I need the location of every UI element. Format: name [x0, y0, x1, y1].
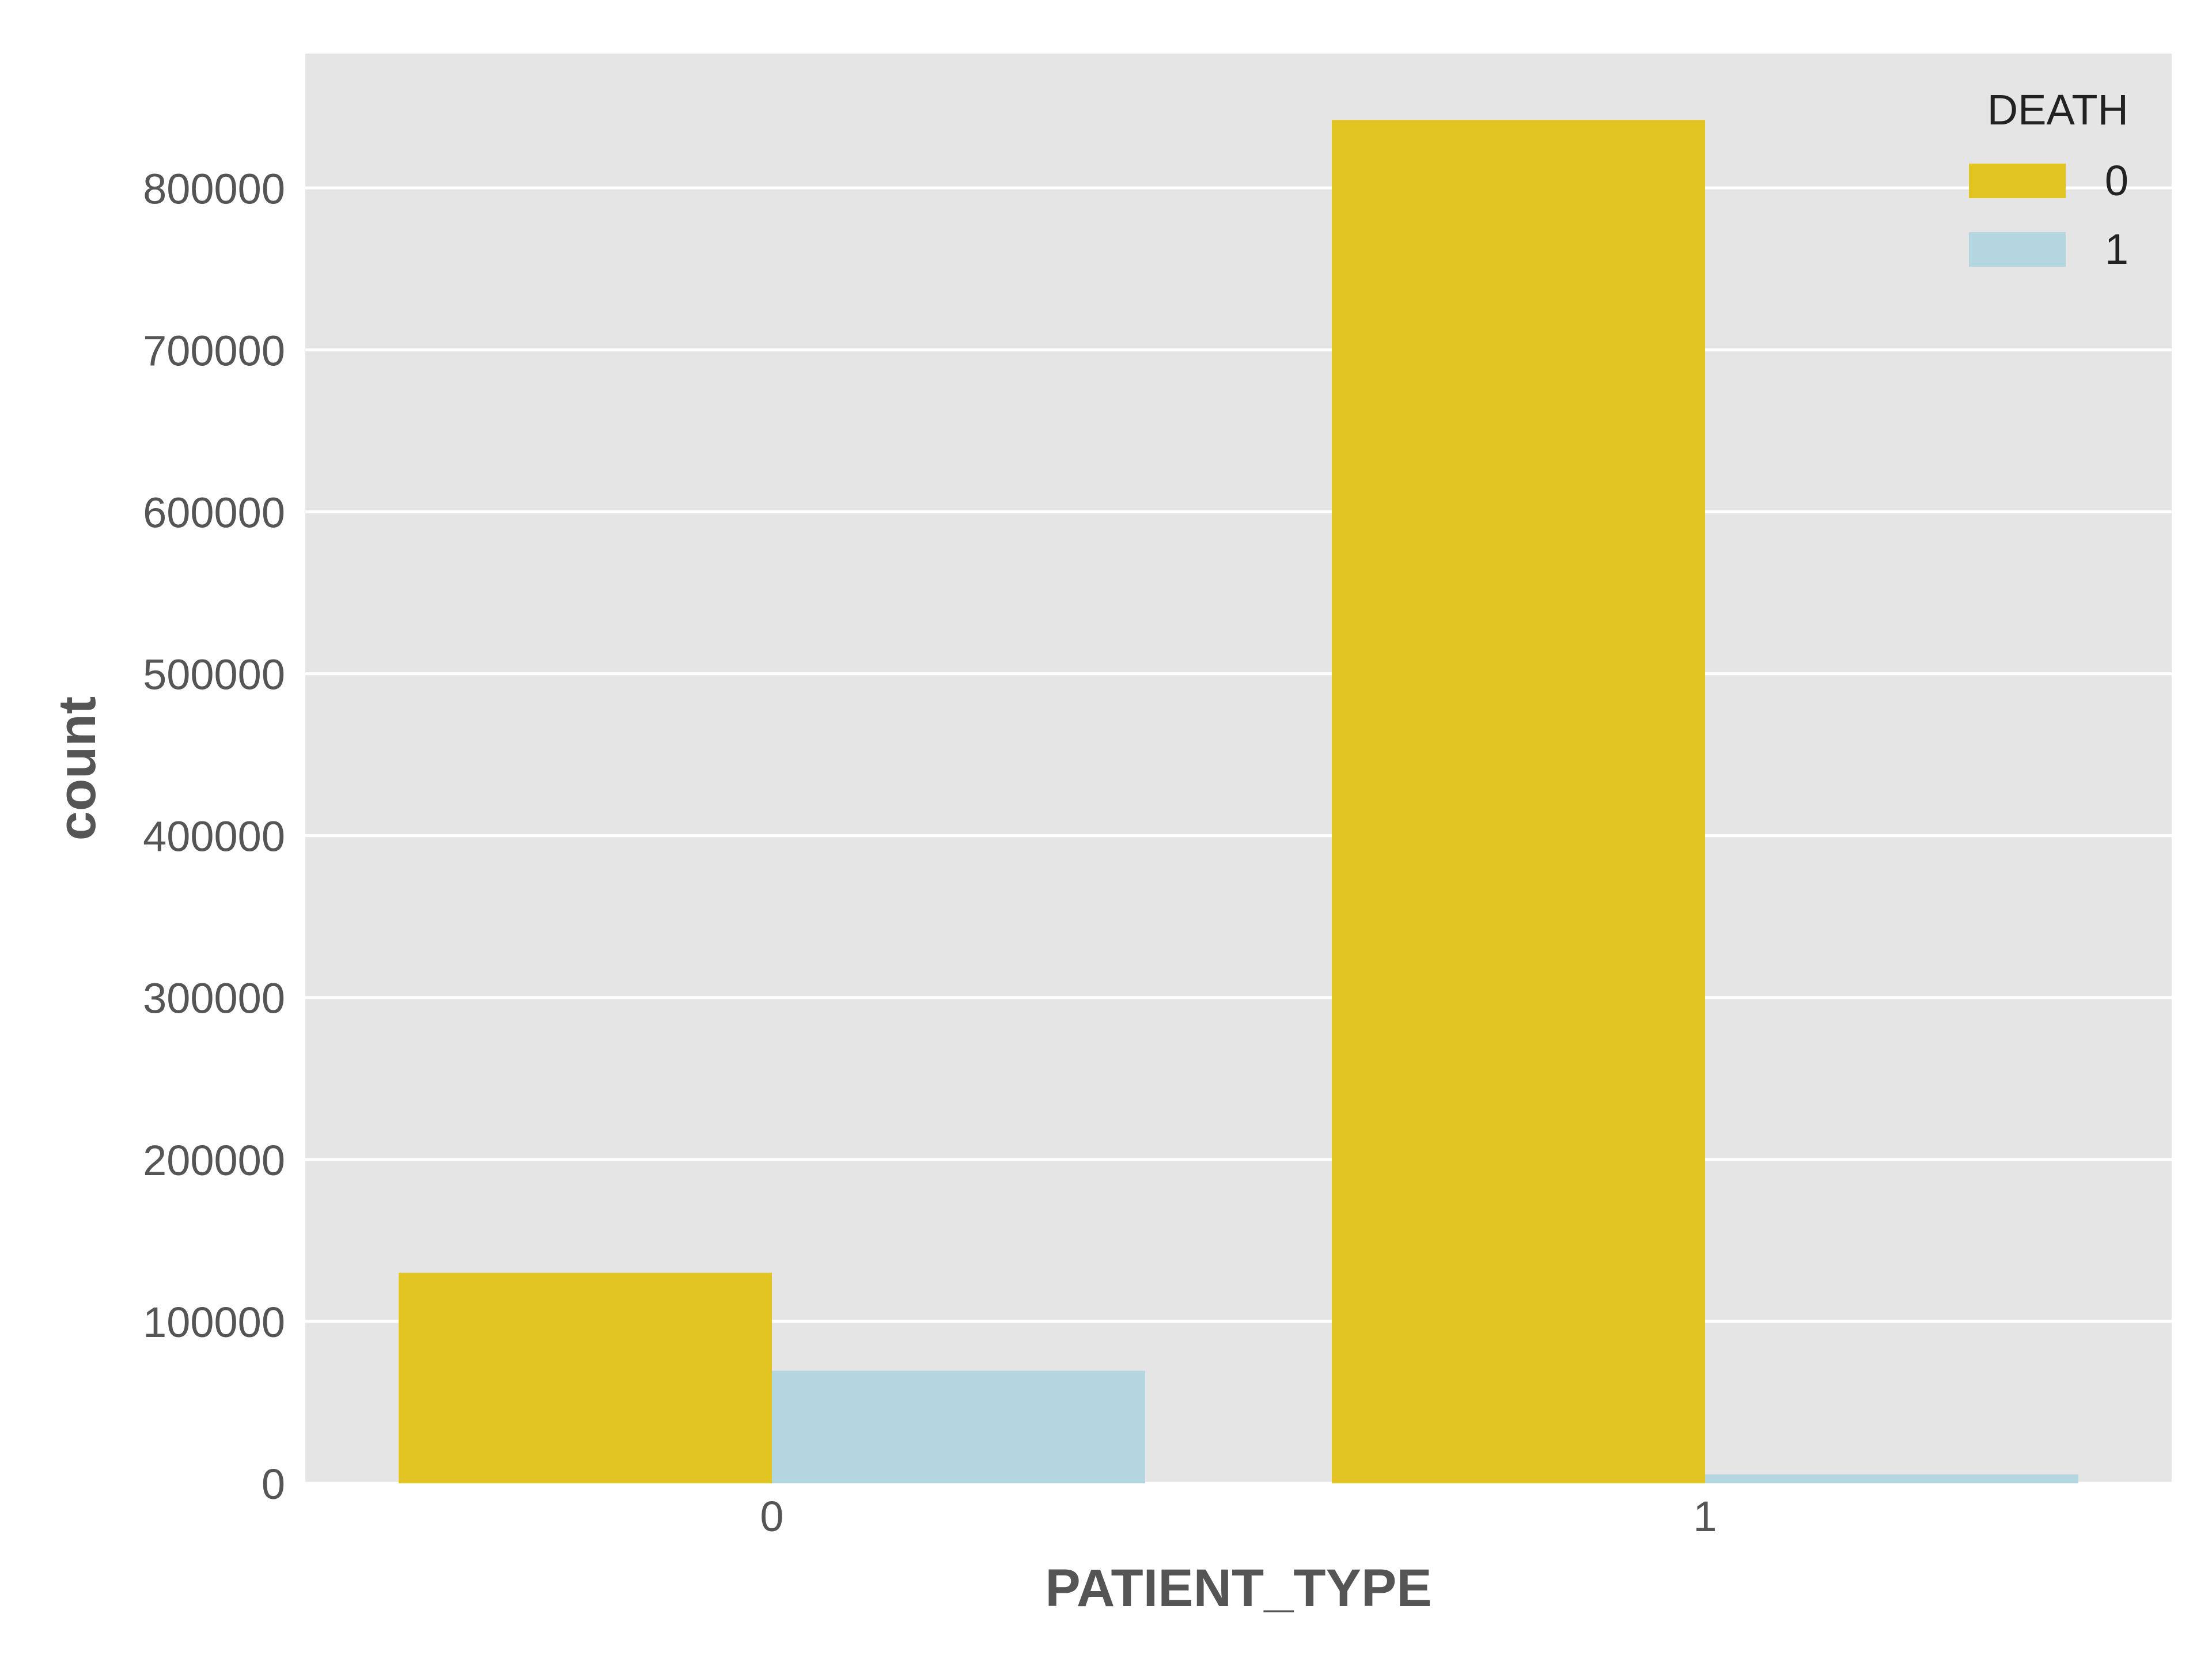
bar-patient-type-0-death-1: [772, 1370, 1145, 1483]
y-tick-label: 0: [262, 1460, 285, 1508]
y-tick-label: 300000: [143, 975, 285, 1022]
x-tick-label: 0: [760, 1493, 783, 1540]
bar-patient-type-1-death-0: [1332, 120, 1705, 1483]
legend-title: DEATH: [1987, 86, 2128, 134]
y-tick-label: 100000: [143, 1298, 285, 1346]
legend-swatch-death-1: [1969, 232, 2066, 267]
y-axis-label: count: [48, 696, 107, 840]
x-axis-label: PATIENT_TYPE: [1045, 1559, 1431, 1618]
y-tick-label: 800000: [143, 165, 285, 213]
legend-swatch-death-0: [1969, 164, 2066, 198]
legend-label-death-1: 1: [2105, 225, 2128, 273]
legend-label-death-0: 0: [2105, 157, 2128, 204]
bars: [399, 120, 2078, 1483]
plot-area: [305, 54, 2172, 1483]
y-tick-label: 700000: [143, 327, 285, 374]
bar-patient-type-1-death-1: [1705, 1474, 2078, 1483]
bar-patient-type-0-death-0: [399, 1272, 772, 1483]
y-axis-ticks: 0 100000 200000 300000 400000 500000 600000 700…: [143, 165, 285, 1508]
y-tick-label: 600000: [143, 488, 285, 536]
y-tick-label: 200000: [143, 1137, 285, 1184]
y-tick-label: 500000: [143, 651, 285, 699]
y-tick-label: 400000: [143, 813, 285, 861]
x-tick-label: 1: [1693, 1493, 1717, 1540]
legend: DEATH 0 1: [1969, 86, 2128, 273]
